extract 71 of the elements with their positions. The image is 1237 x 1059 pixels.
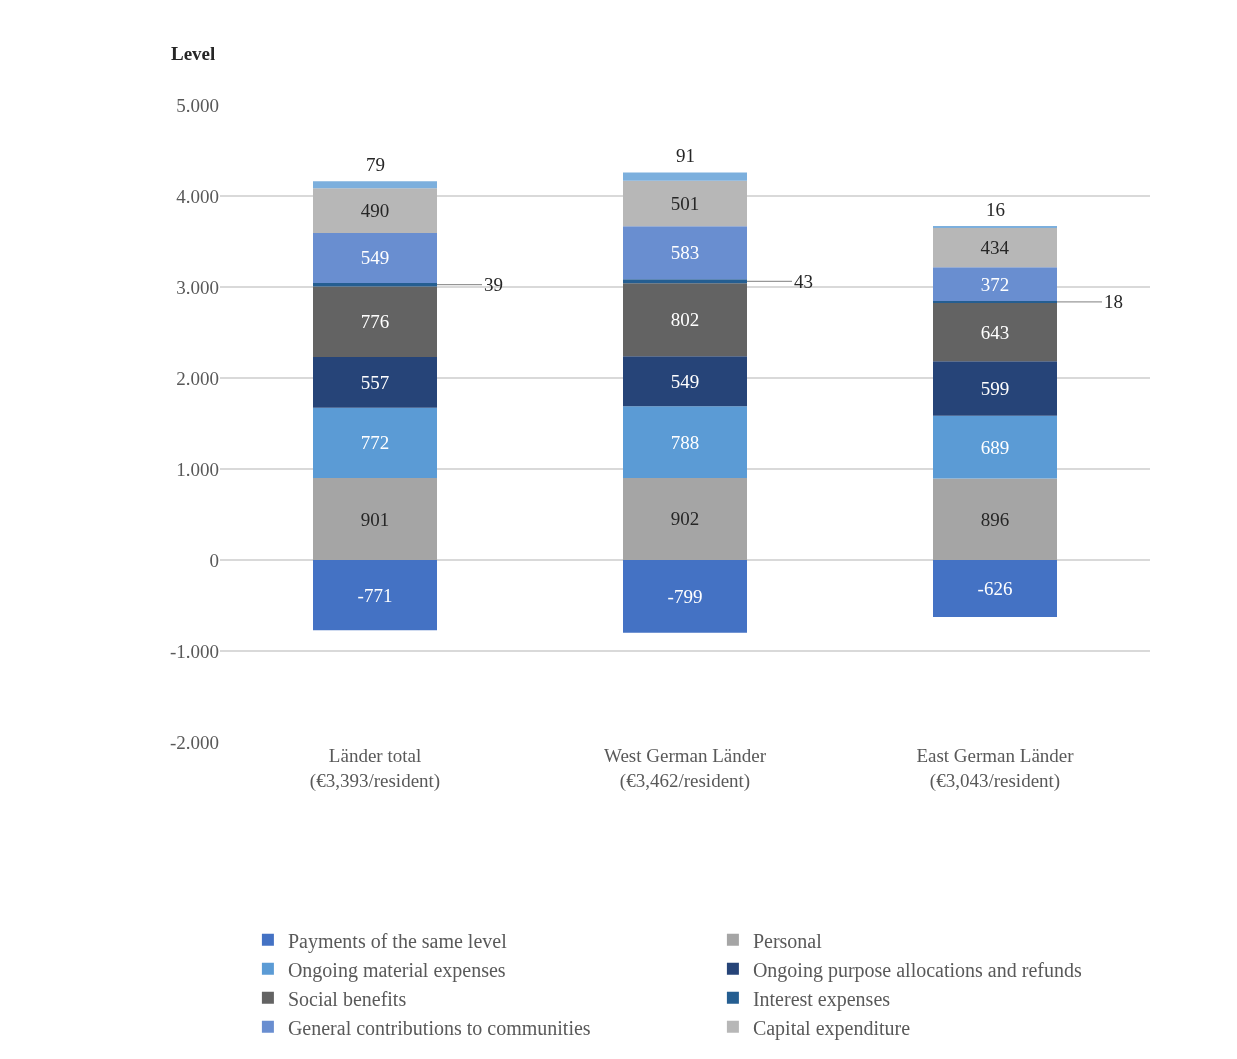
y-tick-label: 1.000 — [176, 458, 219, 480]
data-label: 16 — [986, 199, 1005, 220]
y-tick-label: -2.000 — [169, 731, 219, 753]
bar — [933, 227, 1057, 268]
legend-label: Ongoing purpose allocations and refunds — [752, 958, 1082, 982]
y-tick-label: 5.000 — [176, 94, 219, 116]
data-label: 549 — [360, 247, 390, 269]
y-tick-label: 4.000 — [176, 185, 219, 207]
bar — [313, 181, 437, 189]
legend-label: Capital expenditure — [752, 1016, 911, 1040]
bar — [623, 477, 747, 560]
bar — [933, 415, 1057, 479]
data-label: -626 — [977, 577, 1013, 599]
data-label: 902 — [670, 508, 700, 530]
data-label: 91 — [676, 145, 695, 166]
bar — [933, 267, 1057, 302]
bar — [933, 361, 1057, 416]
bar — [313, 232, 437, 283]
bar — [623, 279, 747, 284]
data-label: 776 — [360, 311, 390, 333]
data-label: 583 — [670, 242, 700, 264]
x-tick-label: East German Länder (€3,043/resident) — [916, 745, 1075, 792]
bar — [313, 560, 437, 631]
bar — [313, 188, 437, 233]
bar — [933, 478, 1057, 560]
data-label: 372 — [980, 273, 1010, 295]
y-tick-label: 0 — [209, 549, 219, 571]
legend-label: Interest expenses — [752, 987, 891, 1011]
bar — [933, 560, 1057, 617]
data-label: 896 — [980, 508, 1010, 530]
bar — [623, 172, 747, 181]
y-tick-label: -1.000 — [169, 640, 219, 662]
y-tick-label: 3.000 — [176, 276, 219, 298]
data-label: 788 — [670, 431, 700, 453]
bar — [313, 407, 437, 479]
data-label: -799 — [667, 585, 703, 607]
data-label: 79 — [366, 154, 385, 175]
data-label: 434 — [980, 237, 1010, 259]
bar — [313, 478, 437, 560]
x-tick-label: Länder total (€3,393/resident) — [309, 745, 441, 792]
data-label: 43 — [794, 271, 813, 292]
bar — [933, 302, 1057, 362]
data-label: 18 — [1104, 291, 1123, 312]
data-label: 501 — [670, 193, 700, 215]
data-label: -771 — [357, 584, 393, 606]
legend-label: Payments of the same level — [287, 929, 508, 953]
bar — [313, 286, 437, 358]
legend-label: General contributions to communities — [287, 1016, 591, 1039]
legend-label: Ongoing material expenses — [287, 958, 506, 982]
data-label: 557 — [360, 371, 390, 393]
data-label: 802 — [670, 309, 700, 331]
bar — [623, 180, 747, 227]
data-label: 901 — [360, 508, 390, 530]
data-label: 599 — [980, 378, 1010, 400]
bar — [623, 356, 747, 407]
bar — [623, 406, 747, 478]
y-tick-label: 2.000 — [176, 367, 219, 389]
x-tick-label: West German Länder (€3,462/resident) — [603, 745, 767, 792]
legend-label: Personal — [752, 929, 823, 952]
bar — [623, 226, 747, 280]
legend-label: Social benefits — [287, 987, 407, 1010]
bar — [313, 357, 437, 408]
data-label: 490 — [360, 200, 390, 222]
data-label: 549 — [670, 370, 700, 392]
bar — [623, 560, 747, 633]
data-label: 643 — [980, 321, 1010, 343]
bar — [623, 283, 747, 357]
data-label: 772 — [360, 432, 390, 454]
data-label: 689 — [980, 436, 1010, 458]
y-axis-title: Level — [171, 43, 216, 64]
data-label: 39 — [484, 274, 503, 295]
